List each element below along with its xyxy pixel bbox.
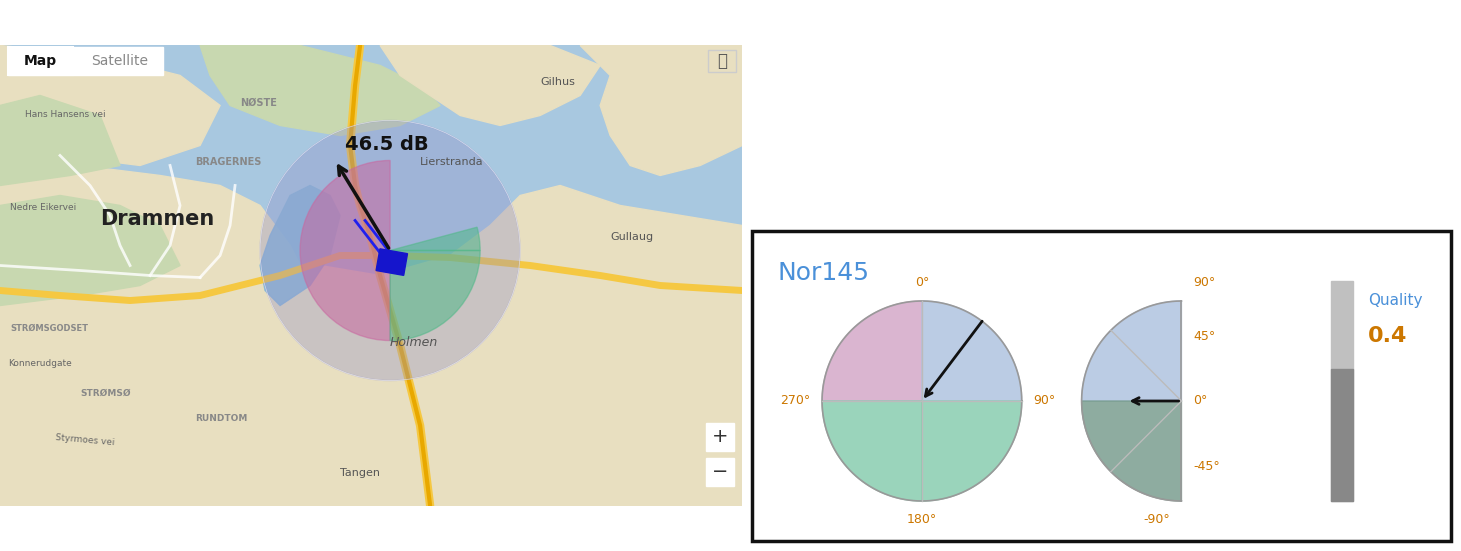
Text: Gullaug: Gullaug <box>611 233 653 242</box>
Text: Holmen: Holmen <box>390 336 438 349</box>
Text: BRAGERNES: BRAGERNES <box>196 158 262 168</box>
Text: Styrmoes vei: Styrmoes vei <box>56 434 115 447</box>
Polygon shape <box>0 45 221 165</box>
Polygon shape <box>260 186 340 305</box>
Bar <box>752 231 1451 541</box>
Text: 0°: 0° <box>1194 395 1208 408</box>
Bar <box>706 423 735 451</box>
Text: Hans Hansens vei: Hans Hansens vei <box>25 110 105 120</box>
Text: 90°: 90° <box>1194 276 1216 289</box>
Text: ⤢: ⤢ <box>717 52 728 71</box>
Polygon shape <box>200 45 440 136</box>
Polygon shape <box>0 196 180 305</box>
Polygon shape <box>0 95 120 186</box>
Text: Map: Map <box>23 55 57 68</box>
Bar <box>1331 281 1353 501</box>
Text: Lierstranda: Lierstranda <box>421 158 484 168</box>
Wedge shape <box>300 160 390 341</box>
Polygon shape <box>922 401 1021 501</box>
Circle shape <box>260 121 520 381</box>
Text: Nor145: Nor145 <box>777 261 869 285</box>
Text: STRØMSGODSET: STRØMSGODSET <box>10 323 88 332</box>
Text: -90°: -90° <box>1143 513 1170 526</box>
Polygon shape <box>0 186 742 506</box>
Text: 0.4: 0.4 <box>1367 326 1407 346</box>
Text: −: − <box>712 462 729 481</box>
Polygon shape <box>1081 301 1182 401</box>
Text: Gilhus: Gilhus <box>541 78 576 88</box>
Text: Konnerudgate: Konnerudgate <box>7 359 72 368</box>
Text: Satellite: Satellite <box>92 55 149 68</box>
Text: Quality: Quality <box>1367 294 1423 309</box>
Polygon shape <box>580 45 742 175</box>
Text: +: + <box>712 427 729 446</box>
Text: -45°: -45° <box>1194 460 1220 473</box>
Bar <box>709 51 736 72</box>
Text: STRØMSØ: STRØMSØ <box>80 388 130 397</box>
Text: RUNDTOM: RUNDTOM <box>196 414 247 423</box>
Text: 180°: 180° <box>907 513 937 526</box>
Bar <box>706 457 735 485</box>
Wedge shape <box>390 251 481 341</box>
Polygon shape <box>823 301 922 401</box>
Wedge shape <box>390 227 481 251</box>
Text: NØSTE: NØSTE <box>240 98 278 107</box>
Polygon shape <box>823 401 922 501</box>
Bar <box>375 249 408 276</box>
Polygon shape <box>0 155 310 326</box>
Polygon shape <box>922 301 1021 401</box>
Bar <box>7 47 164 75</box>
Text: Tangen: Tangen <box>340 468 380 478</box>
Text: 46.5 dB: 46.5 dB <box>345 136 428 154</box>
Text: 90°: 90° <box>1034 395 1056 408</box>
Text: Nedre Eikervei: Nedre Eikervei <box>10 203 76 213</box>
Polygon shape <box>1081 401 1182 501</box>
Text: Drammen: Drammen <box>99 209 215 229</box>
Bar <box>7 47 73 75</box>
Text: 0°: 0° <box>915 276 929 289</box>
Bar <box>1331 369 1353 501</box>
Text: 45°: 45° <box>1194 329 1216 343</box>
Polygon shape <box>380 45 600 126</box>
Text: 270°: 270° <box>780 395 809 408</box>
